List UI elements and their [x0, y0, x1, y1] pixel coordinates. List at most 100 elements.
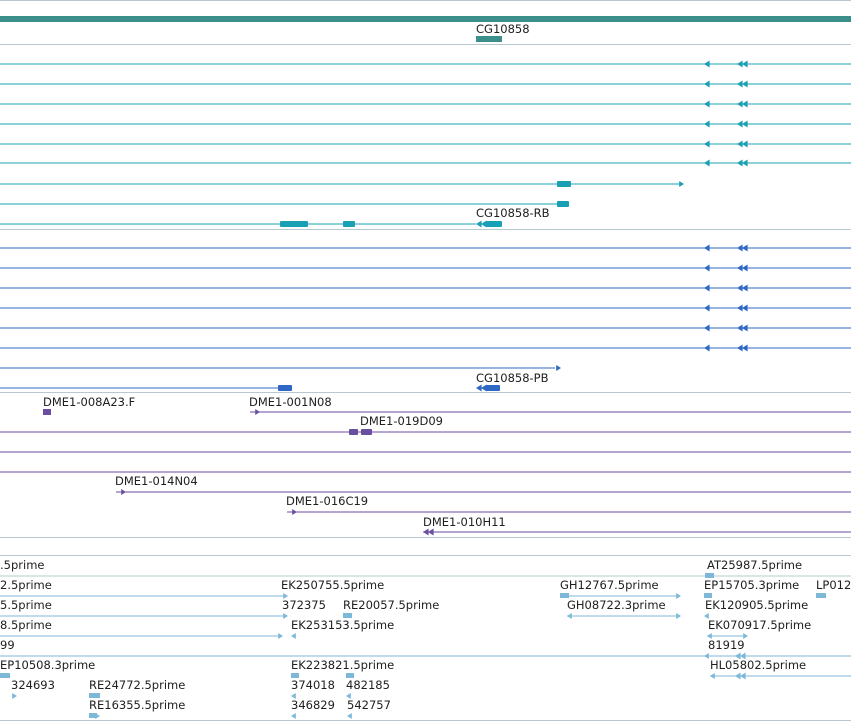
est-label-ep10508[interactable]: EP10508.3prime: [0, 658, 96, 672]
est-label-gh08722[interactable]: GH08722.3prime: [567, 598, 666, 612]
bac-exon[interactable]: [361, 429, 372, 435]
transcript-exon-arrow[interactable]: [704, 120, 710, 128]
est-arrow[interactable]: [707, 633, 712, 639]
est-block[interactable]: [560, 593, 569, 598]
protein-exon-double-arrow-a[interactable]: [737, 324, 743, 332]
est-label-5prime-cut[interactable]: .5prime: [0, 558, 45, 572]
est-label-81919[interactable]: 81919: [708, 638, 745, 652]
est-arrow[interactable]: [12, 693, 17, 699]
protein-exon-double-arrow-b[interactable]: [742, 324, 748, 332]
transcript-exon-double-arrow-a[interactable]: [476, 220, 482, 228]
est-arrow[interactable]: [291, 693, 296, 699]
est-label-482185[interactable]: 482185: [346, 678, 390, 692]
est-label-re16355[interactable]: RE16355.5prime: [89, 698, 186, 712]
bac-start-arrow[interactable]: [255, 409, 260, 415]
transcript-end-arrow[interactable]: [679, 181, 684, 187]
transcript-exon-double-arrow-b[interactable]: [742, 140, 748, 148]
gene-label-cg10858[interactable]: CG10858: [476, 22, 530, 36]
transcript-exon-arrow[interactable]: [704, 159, 710, 167]
protein-exon-double-arrow-b[interactable]: [742, 304, 748, 312]
bac-label-dme1-008a23[interactable]: DME1-008A23.F: [43, 395, 136, 409]
bac-end-double-arrow-b[interactable]: [428, 528, 434, 536]
est-label-374018[interactable]: 374018: [291, 678, 335, 692]
est-arrow[interactable]: [567, 613, 572, 619]
protein-exon[interactable]: [278, 385, 292, 391]
est-arrow[interactable]: [283, 613, 288, 619]
est-block[interactable]: [343, 613, 352, 618]
transcript-exon[interactable]: [557, 201, 569, 207]
est-block[interactable]: [89, 713, 97, 718]
bac-label-dme1-014n04[interactable]: DME1-014N04: [115, 474, 198, 488]
est-label-re20057[interactable]: RE20057.5prime: [343, 598, 440, 612]
transcript-exon-double-arrow-b[interactable]: [742, 60, 748, 68]
est-label-hl05802[interactable]: HL05802.5prime: [710, 658, 807, 672]
protein-exon-double-arrow-a[interactable]: [737, 304, 743, 312]
transcript-exon-double-arrow-a[interactable]: [737, 60, 743, 68]
est-block[interactable]: [89, 693, 100, 698]
transcript-exon-double-arrow-a[interactable]: [737, 159, 743, 167]
est-label-at25987[interactable]: AT25987.5prime: [707, 558, 803, 572]
est-block[interactable]: [816, 593, 826, 598]
bac-marker[interactable]: [43, 409, 51, 415]
transcript-exon-double-arrow-a[interactable]: [737, 80, 743, 88]
est-arrow[interactable]: [346, 693, 351, 699]
est-label-372375[interactable]: 372375: [282, 598, 326, 612]
protein-cds-block[interactable]: [486, 385, 500, 391]
bac-label-dme1-016c19[interactable]: DME1-016C19: [286, 494, 369, 508]
protein-exon-double-arrow-a[interactable]: [476, 384, 482, 392]
gene-cds-block[interactable]: [476, 36, 502, 42]
protein-exon-arrow[interactable]: [704, 304, 710, 312]
transcript-exon-double-arrow-b[interactable]: [742, 100, 748, 108]
bac-end-double-arrow-a[interactable]: [423, 528, 429, 536]
est-block[interactable]: [704, 593, 712, 598]
est-label-5-5prime[interactable]: 5.5prime: [0, 598, 52, 612]
est-arrow[interactable]: [710, 673, 715, 679]
est-double-arrow-a[interactable]: [735, 672, 741, 680]
protein-exon-double-arrow-b[interactable]: [742, 264, 748, 272]
transcript-exon-double-arrow-a[interactable]: [737, 100, 743, 108]
protein-exon-double-arrow-a[interactable]: [737, 264, 743, 272]
est-label-99[interactable]: 99: [0, 638, 15, 652]
transcript-exon-arrow[interactable]: [704, 100, 710, 108]
est-block[interactable]: [0, 673, 10, 678]
protein-exon-double-arrow-a[interactable]: [737, 244, 743, 252]
protein-exon-arrow[interactable]: [704, 264, 710, 272]
gene-strand-arrow[interactable]: [476, 36, 481, 42]
bac-label-dme1-001n08[interactable]: DME1-001N08: [249, 395, 332, 409]
gene-summary-bar[interactable]: [0, 16, 851, 22]
est-label-lp012[interactable]: LP012: [816, 578, 851, 592]
protein-exon-double-arrow-b[interactable]: [742, 244, 748, 252]
est-double-arrow-a[interactable]: [735, 652, 741, 660]
transcript-exon-double-arrow-b[interactable]: [481, 220, 487, 228]
protein-label-cg10858-pb[interactable]: CG10858-PB: [476, 371, 549, 385]
est-label-re24772[interactable]: RE24772.5prime: [89, 678, 186, 692]
transcript-exon-arrow[interactable]: [704, 80, 710, 88]
est-label-8-5prime[interactable]: 8.5prime: [0, 618, 52, 632]
transcript-exon-double-arrow-b[interactable]: [742, 120, 748, 128]
est-arrow[interactable]: [743, 633, 748, 639]
transcript-label-cg10858-rb[interactable]: CG10858-RB: [476, 206, 550, 220]
est-arrow[interactable]: [347, 713, 352, 719]
est-block[interactable]: [705, 573, 714, 578]
est-block[interactable]: [291, 673, 299, 678]
protein-exon-double-arrow-a[interactable]: [737, 284, 743, 292]
est-arrow[interactable]: [704, 613, 709, 619]
est-label-346829[interactable]: 346829: [291, 698, 335, 712]
est-label-ek253153[interactable]: EK253153.5prime: [291, 618, 395, 632]
est-arrow[interactable]: [676, 613, 681, 619]
transcript-exon-arrow[interactable]: [557, 181, 562, 187]
est-label-2-5prime[interactable]: 2.5prime: [0, 578, 52, 592]
est-arrow[interactable]: [283, 593, 288, 599]
bac-label-dme1-019d09[interactable]: DME1-019D09: [360, 414, 443, 428]
transcript-cds-block[interactable]: [486, 221, 502, 227]
transcript-exon-double-arrow-b[interactable]: [742, 80, 748, 88]
transcript-exon[interactable]: [280, 221, 308, 227]
bac-start-arrow[interactable]: [292, 509, 297, 515]
est-double-arrow-b[interactable]: [740, 672, 746, 680]
est-arrow[interactable]: [291, 633, 296, 639]
transcript-exon-arrow[interactable]: [343, 221, 348, 227]
bac-exon[interactable]: [349, 429, 358, 435]
est-label-ek120905[interactable]: EK120905.5prime: [705, 598, 809, 612]
est-arrow[interactable]: [676, 593, 681, 599]
est-double-arrow-b[interactable]: [740, 652, 746, 660]
